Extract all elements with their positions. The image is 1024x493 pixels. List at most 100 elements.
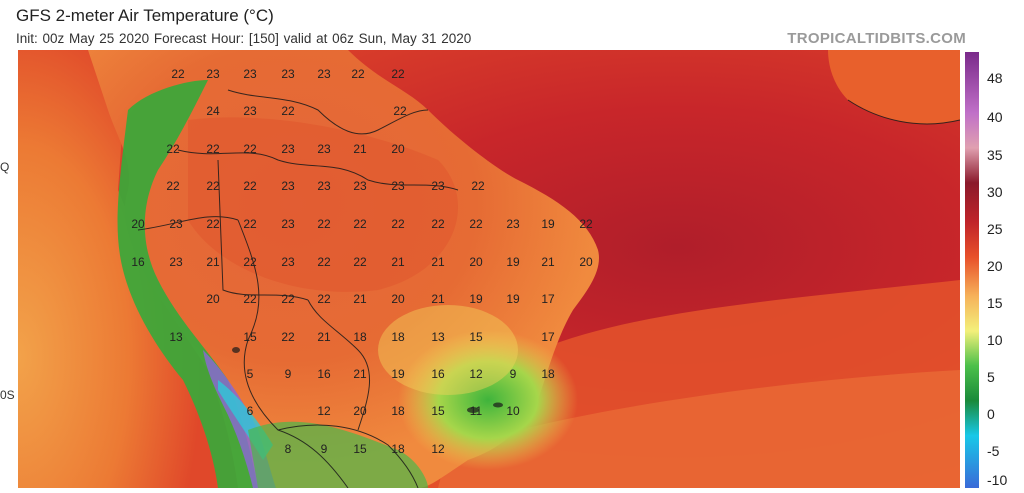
station-temp-label: 22 (281, 292, 295, 306)
map-canvas: 22 23 23 23 23 22 22 24 23 22 22 22 22 22 23 23 21 20 22 22… (18, 50, 960, 488)
colorbar-gradient (965, 52, 979, 488)
temperature-map: 22 23 23 23 23 22 22 24 23 22 22 22 22 22 23 23 21 20 22 22… (18, 50, 960, 488)
station-temp-label: 13 (169, 330, 183, 344)
political-borders (137, 89, 960, 488)
station-temp-label: 22 (243, 142, 257, 156)
station-temp-label: 20 (206, 292, 220, 306)
lat-label-equator: Q (0, 160, 10, 174)
station-temp-label: 23 (281, 67, 295, 81)
station-temp-label: 18 (391, 330, 405, 344)
colorbar-tick: 40 (987, 109, 1003, 125)
south-atlantic-cool (438, 370, 960, 488)
station-temp-label: 22 (391, 217, 405, 231)
station-temp-label: 22 (353, 217, 367, 231)
station-temp-label: 15 (353, 442, 367, 456)
colorbar-tick: 15 (987, 295, 1003, 311)
station-values: 22 23 23 23 23 22 22 24 23 22 22 22 22 22 23 23 21 20 22 22… (131, 67, 593, 456)
station-temp-label: 23 (353, 179, 367, 193)
station-temp-label: 6 (247, 404, 254, 418)
colorbar-tick: -10 (987, 472, 1008, 488)
station-temp-label: 22 (243, 179, 257, 193)
station-temp-label: 15 (243, 330, 257, 344)
station-temp-label: 18 (391, 404, 405, 418)
station-temp-label: 21 (353, 142, 367, 156)
station-temp-label: 24 (206, 104, 220, 118)
station-temp-label: 12 (317, 404, 331, 418)
station-temp-label: 22 (206, 179, 220, 193)
station-temp-label: 22 (243, 255, 257, 269)
station-temp-label: 22 (281, 104, 295, 118)
station-temp-label: 23 (317, 179, 331, 193)
highlands-cool-zone (398, 330, 578, 470)
station-temp-label: 18 (541, 367, 555, 381)
station-temp-label: 16 (431, 367, 445, 381)
station-temp-label: 19 (391, 367, 405, 381)
station-temp-label: 15 (431, 404, 445, 418)
map-title: GFS 2-meter Air Temperature (°C) (16, 6, 274, 25)
station-temp-label: 17 (541, 292, 555, 306)
station-temp-label: 23 (243, 67, 257, 81)
station-temp-label: 23 (281, 142, 295, 156)
station-temp-label: 23 (317, 67, 331, 81)
colorbar-tick: 10 (987, 332, 1003, 348)
station-temp-label: 23 (431, 179, 445, 193)
station-temp-label: 22 (171, 67, 185, 81)
southern-cool-land (248, 421, 428, 488)
colorbar-tick: 0 (987, 406, 995, 422)
station-temp-label: 23 (281, 255, 295, 269)
station-temp-label: 23 (281, 179, 295, 193)
station-temp-label: 22 (243, 217, 257, 231)
station-temp-label: 22 (206, 217, 220, 231)
map-subtitle: Init: 00z May 25 2020 Forecast Hour: [15… (16, 31, 472, 46)
station-temp-label: 16 (317, 367, 331, 381)
station-temp-label: 23 (169, 255, 183, 269)
station-temp-label: 16 (131, 255, 145, 269)
station-temp-label: 21 (431, 255, 445, 269)
station-temp-label: 20 (391, 292, 405, 306)
station-temp-label: 23 (169, 217, 183, 231)
station-temp-label: 22 (166, 142, 180, 156)
station-temp-label: 18 (353, 330, 367, 344)
station-temp-label: 12 (469, 367, 483, 381)
africa-land (828, 50, 960, 124)
station-temp-label: 19 (469, 292, 483, 306)
station-temp-label: 22 (471, 179, 485, 193)
station-temp-label: 23 (391, 179, 405, 193)
station-temp-label: 22 (243, 292, 257, 306)
station-temp-label: 21 (317, 330, 331, 344)
colorbar-tick: -5 (987, 443, 1000, 459)
colorbar-tick: 5 (987, 369, 995, 385)
header: GFS 2-meter Air Temperature (°C) Init: 0… (0, 0, 1024, 50)
station-temp-label: 22 (317, 292, 331, 306)
station-temp-label: 22 (166, 179, 180, 193)
station-temp-label: 22 (281, 330, 295, 344)
station-temp-label: 22 (353, 255, 367, 269)
station-temp-label: 22 (469, 217, 483, 231)
amazon-basin (188, 117, 458, 292)
station-temp-label: 21 (353, 367, 367, 381)
station-temp-label: 10 (506, 404, 520, 418)
station-temp-label: 21 (353, 292, 367, 306)
station-temp-label: 23 (206, 67, 220, 81)
station-temp-label: 23 (243, 104, 257, 118)
station-temp-label: 23 (317, 142, 331, 156)
station-temp-label: 21 (431, 292, 445, 306)
station-temp-label: 21 (541, 255, 555, 269)
colorbar-tick: 30 (987, 184, 1003, 200)
station-temp-label: 19 (506, 255, 520, 269)
station-temp-label: 9 (321, 442, 328, 456)
station-temp-label: 5 (247, 367, 254, 381)
station-temp-label: 9 (285, 367, 292, 381)
station-temp-label: 15 (469, 330, 483, 344)
station-temp-label: 9 (510, 367, 517, 381)
colorbar-canvas (965, 52, 979, 488)
station-temp-label: 22 (206, 142, 220, 156)
station-temp-label: 22 (391, 67, 405, 81)
station-temp-label: 22 (317, 255, 331, 269)
station-temp-label: 20 (469, 255, 483, 269)
station-temp-label: 20 (353, 404, 367, 418)
station-temp-label: 22 (393, 104, 407, 118)
station-temp-label: 22 (351, 67, 365, 81)
lat-label-20s: 0S (0, 388, 15, 402)
colorbar (965, 52, 979, 488)
